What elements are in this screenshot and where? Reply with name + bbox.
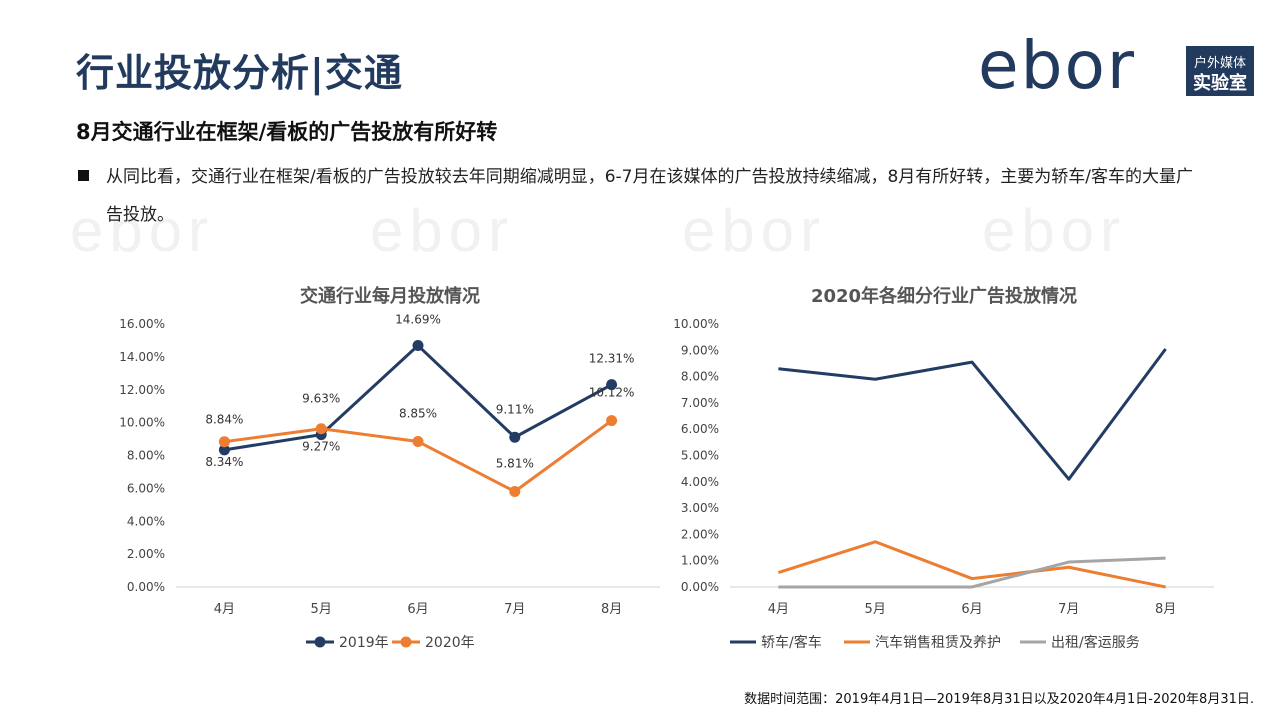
x-tick-label: 8月 [1155,602,1176,617]
series-line [778,556,1166,589]
y-tick-label: 6.00% [681,422,719,436]
y-tick-label: 4.00% [127,514,165,528]
x-tick-label: 7月 [1058,602,1079,617]
data-point [218,444,230,456]
data-point [606,415,618,427]
y-tick-label: 3.00% [681,501,719,515]
x-tick-label: 4月 [214,602,235,617]
watermark: ebor [682,197,827,264]
data-point [509,485,521,497]
y-tick-label: 0.00% [681,580,719,594]
x-tick-label: 5月 [865,602,886,617]
logo-badge-line2: 实验室 [1193,72,1247,94]
data-label: 8.85% [399,407,437,421]
page-title: 行业投放分析|交通 [76,51,403,95]
data-label: 9.63% [302,392,340,406]
y-tick-label: 5.00% [681,449,719,463]
y-tick-label: 10.00% [673,317,719,331]
data-point [218,436,230,448]
y-tick-label: 9.00% [681,343,719,357]
legend-label: 出租/客运服务 [1051,634,1140,651]
legend-label: 轿车/客车 [761,634,822,651]
x-tick-label: 7月 [504,602,525,617]
data-label: 12.31% [589,352,635,366]
right-line-chart: 0.00% 1.00% 2.00% 3.00% 4.00% 5.00% 6.00% 7.00%… [673,317,1214,651]
section-subtitle: 8月交通行业在框架/看板的广告投放有所好转 [76,120,498,144]
x-tick-label: 6月 [961,602,982,617]
data-point [315,423,327,435]
watermark: ebor [982,197,1127,264]
data-point [606,379,618,391]
y-tick-label: 4.00% [681,475,719,489]
series-line [777,540,1166,589]
data-point [412,436,424,448]
x-tick-label: 6月 [407,602,428,617]
y-tick-label: 12.00% [119,383,165,397]
logo-badge [1186,46,1254,96]
series-line [778,348,1167,481]
bullet-text: 从同比看，交通行业在框架/看板的广告投放较去年同期缩减明显，6-7月在该媒体的广… [106,167,1194,225]
series-line [224,419,613,493]
y-tick-label: 8.00% [681,370,719,384]
data-label: 9.11% [496,402,534,416]
y-tick-label: 14.00% [119,350,165,364]
left-line-chart: 0.00% 2.00% 4.00% 6.00% 8.00% 10.00% 12.00% 14.… [119,313,660,651]
y-tick-label: 7.00% [681,396,719,410]
chart-title-left: 交通行业每月投放情况 [300,286,480,307]
data-label: 8.84% [205,413,243,427]
data-label: 10.12% [589,386,635,400]
data-point [412,340,424,352]
y-tick-label: 8.00% [127,449,165,463]
footnote: 数据时间范围：2019年4月1日—2019年8月31日以及2020年4月1日-2… [744,692,1254,707]
y-tick-label: 16.00% [119,317,165,331]
y-tick-label: 1.00% [681,554,719,568]
y-tick-label: 10.00% [119,416,165,430]
ebor-logo: ebor 户外媒体 实验室 [978,30,1254,98]
bullet-square-icon [78,170,89,181]
logo-badge-line1: 户外媒体 [1194,55,1246,71]
logo-wordmark: ebor [978,30,1136,98]
data-label: 9.27% [302,440,340,454]
chart-title-right: 2020年各细分行业广告投放情况 [810,286,1078,307]
y-tick-label: 2.00% [127,547,165,561]
data-label: 8.34% [205,455,243,469]
x-tick-label: 4月 [768,602,789,617]
x-tick-label: 8月 [601,602,622,617]
data-point [509,431,521,443]
data-label: 14.69% [395,313,441,327]
legend-marker [314,636,326,648]
legend-label: 2020年 [425,635,475,651]
legend-marker [400,636,412,648]
legend-label: 汽车销售租赁及养护 [875,634,1001,651]
data-label: 5.81% [496,456,534,470]
watermark: ebor [70,197,215,264]
x-tick-label: 5月 [311,602,332,617]
watermark: ebor [370,197,515,264]
y-tick-label: 2.00% [681,527,719,541]
y-tick-label: 0.00% [127,580,165,594]
legend-label: 2019年 [339,635,389,651]
y-tick-label: 6.00% [127,481,165,495]
